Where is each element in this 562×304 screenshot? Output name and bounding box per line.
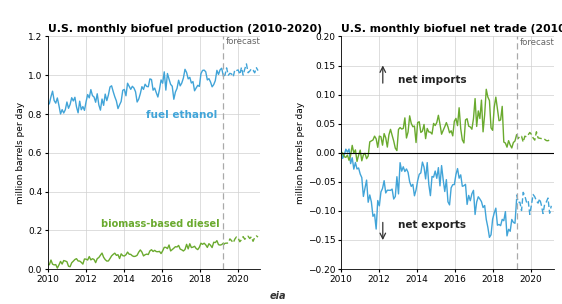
Text: forecast: forecast xyxy=(226,37,261,47)
Text: U.S. monthly biofuel net trade (2010-2020): U.S. monthly biofuel net trade (2010-202… xyxy=(341,24,562,34)
Text: net imports: net imports xyxy=(398,75,466,85)
Text: net exports: net exports xyxy=(398,220,466,230)
Text: eia: eia xyxy=(270,291,287,301)
Text: U.S. monthly biofuel production (2010-2020): U.S. monthly biofuel production (2010-20… xyxy=(48,24,322,34)
Text: fuel ethanol: fuel ethanol xyxy=(147,110,217,120)
Y-axis label: million barrels per day: million barrels per day xyxy=(296,102,305,204)
Text: biomass-based diesel: biomass-based diesel xyxy=(101,219,220,230)
Y-axis label: million barrels per day: million barrels per day xyxy=(16,102,25,204)
Text: forecast: forecast xyxy=(519,38,554,47)
